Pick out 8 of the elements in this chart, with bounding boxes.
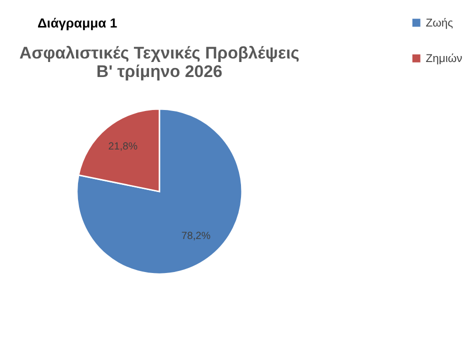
text: Ασφαλιστικές Τεχνικές Προβλέψεις xyxy=(19,43,300,62)
text: Β' τρίμηνο 2026 xyxy=(96,62,222,82)
data-label: 78,2% xyxy=(181,231,211,242)
data-label: 21,8% xyxy=(108,142,138,153)
pie-slice xyxy=(76,108,243,275)
legend-label: Ζημιών xyxy=(426,53,463,66)
text: Διάγραμμα 1 xyxy=(38,15,118,30)
legend-label: Ζωής xyxy=(426,17,454,30)
